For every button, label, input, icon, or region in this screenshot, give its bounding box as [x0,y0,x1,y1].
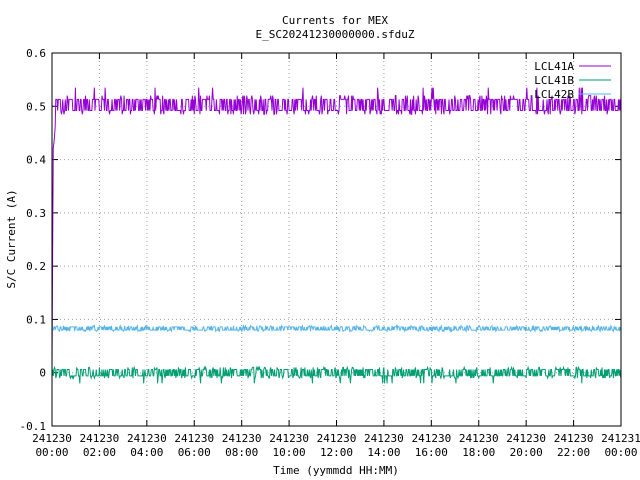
x-tick-time: 18:00 [462,446,495,459]
y-tick-label: 0.6 [26,47,46,60]
legend-item: LCL41A [534,60,611,73]
x-tick-date: 241230 [411,432,451,445]
series-line-lcl41a [51,87,622,373]
x-tick-date: 241230 [506,432,546,445]
x-tick-date: 241230 [222,432,262,445]
x-tick-time: 08:00 [225,446,258,459]
chart-subtitle: E_SC20241230000000.sfduZ [256,28,415,41]
legend-label: LCL41A [534,60,574,73]
y-tick-label: 0.5 [26,100,46,113]
x-tick-labels: 24123000:0024123002:0024123004:002412300… [32,432,640,459]
plot-frame [51,52,622,427]
x-tick-date: 241230 [32,432,72,445]
x-tick-time: 00:00 [604,446,637,459]
x-tick-date: 241230 [364,432,404,445]
x-tick-time: 14:00 [367,446,400,459]
x-tick-date: 241230 [554,432,594,445]
x-tick-label: 24123000:00 [32,432,72,459]
x-tick-date: 241230 [269,432,309,445]
x-tick-time: 06:00 [178,446,211,459]
legend-item: LCL41B [534,74,611,87]
series-lines [51,87,622,384]
x-tick-time: 16:00 [415,446,448,459]
x-tick-date: 241230 [127,432,167,445]
legend-label: LCL41B [534,74,574,87]
y-axis-label: S/C Current (A) [5,189,18,288]
x-tick-date: 241230 [80,432,120,445]
x-tick-time: 04:00 [130,446,163,459]
x-tick-time: 10:00 [273,446,306,459]
x-tick-time: 20:00 [510,446,543,459]
x-tick-date: 241230 [174,432,214,445]
y-tick-label: 0 [39,367,46,380]
y-tick-label: 0.2 [26,260,46,273]
x-tick-time: 12:00 [320,446,353,459]
series-line-lcl42b [51,324,622,333]
x-tick-time: 00:00 [35,446,68,459]
x-tick-date: 241230 [317,432,357,445]
y-tick-label: -0.1 [20,420,47,433]
x-axis-label: Time (yymmdd HH:MM) [273,464,399,477]
y-tick-labels: -0.1 0 0.1 0.2 0.3 0.4 0.5 0.6 [20,47,47,433]
x-tick-date: 241231 [601,432,640,445]
x-tick-time: 02:00 [83,446,116,459]
legend-label: LCL42B [534,88,574,101]
chart-title: Currents for MEX [282,14,388,27]
y-tick-label: 0.4 [26,154,46,167]
x-tick-time: 22:00 [557,446,590,459]
y-tick-label: 0.3 [26,207,46,220]
series-line-lcl41b [51,365,622,384]
legend-item: LCL42B [534,88,611,101]
y-tick-label: 0.1 [26,313,46,326]
x-tick-date: 241230 [459,432,499,445]
